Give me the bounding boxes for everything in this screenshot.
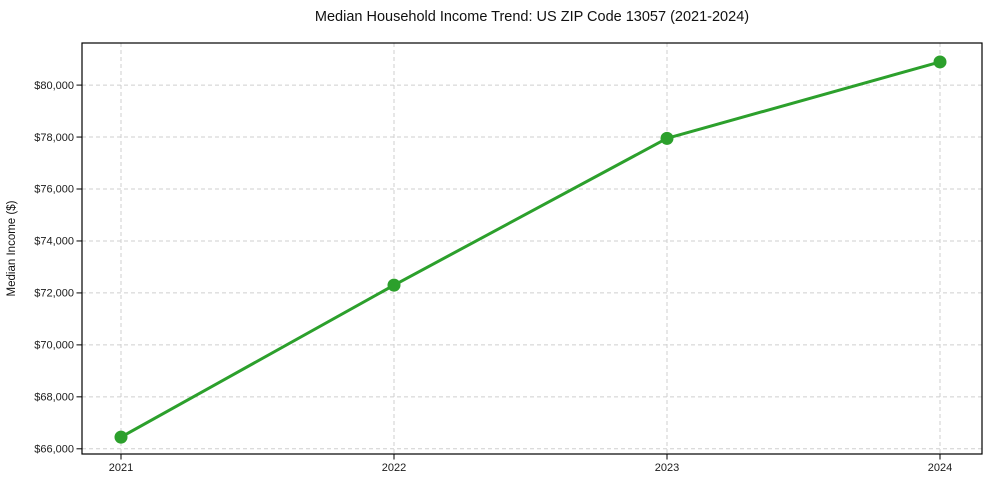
y-tick-label: $68,000 <box>34 392 74 404</box>
y-tick-label: $78,000 <box>34 132 74 144</box>
data-point-marker <box>933 55 947 69</box>
x-tick-label: 2022 <box>382 462 406 474</box>
y-tick-label: $72,000 <box>34 288 74 300</box>
data-point-marker <box>114 430 128 444</box>
income-line-series <box>114 55 947 444</box>
trend-line <box>119 60 942 439</box>
x-tick-label: 2024 <box>928 462 952 474</box>
axis-ticks <box>76 84 941 460</box>
data-point-marker <box>660 131 674 145</box>
axis-frame <box>81 42 983 455</box>
chart-title: Median Household Income Trend: US ZIP Co… <box>315 9 749 25</box>
y-tick-label: $80,000 <box>34 80 74 92</box>
y-tick-label: $74,000 <box>34 236 74 248</box>
y-tick-labels: $66,000 $68,000 $70,000 $72,000 $74,000 $76,0… <box>34 80 74 456</box>
x-tick-labels: 2021 2022 2023 2024 <box>109 462 952 474</box>
x-tick-label: 2023 <box>655 462 679 474</box>
data-point-marker <box>387 278 401 292</box>
y-axis-label: Median Income ($) <box>6 200 18 296</box>
x-tick-label: 2021 <box>109 462 133 474</box>
plot-frame <box>81 42 983 455</box>
y-tick-label: $76,000 <box>34 184 74 196</box>
y-tick-label: $66,000 <box>34 444 74 456</box>
y-tick-label: $70,000 <box>34 340 74 352</box>
grid-lines <box>82 43 982 454</box>
